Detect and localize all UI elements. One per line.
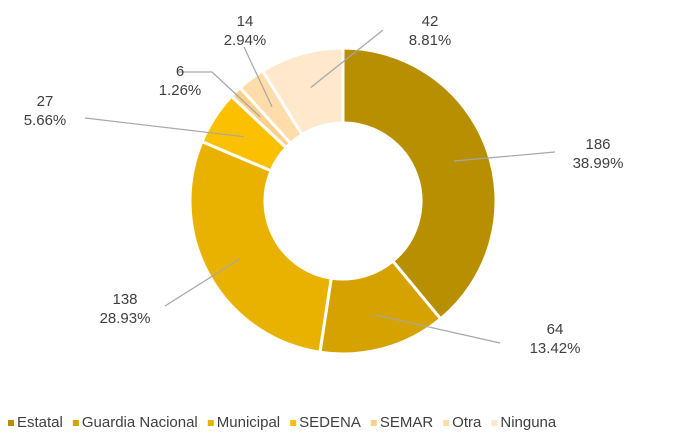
legend-swatch xyxy=(290,420,297,426)
data-label: 6 xyxy=(176,63,184,80)
data-label: 186 xyxy=(585,136,610,153)
leader-line xyxy=(374,314,501,344)
legend-swatch xyxy=(72,420,79,426)
legend-label: SEDENA xyxy=(299,414,361,431)
legend-label: Ninguna xyxy=(500,414,557,431)
percent-label: 8.81% xyxy=(409,32,452,49)
legend-label: Otra xyxy=(452,414,482,431)
leader-line xyxy=(84,117,245,138)
leader-line xyxy=(453,151,556,162)
leader-line xyxy=(178,71,261,118)
slice xyxy=(341,46,498,321)
data-label: 138 xyxy=(112,291,137,308)
legend-swatch xyxy=(443,420,450,426)
legend-swatch xyxy=(207,420,214,426)
legend-swatch xyxy=(8,420,14,426)
legend-label: Estatal xyxy=(17,414,63,431)
percent-label: 13.42% xyxy=(530,340,581,357)
percent-label: 38.99% xyxy=(573,155,624,172)
data-label: 42 xyxy=(422,13,439,30)
data-label: 27 xyxy=(37,93,54,110)
slice xyxy=(188,139,333,354)
leader-line xyxy=(164,258,241,307)
percent-label: 2.94% xyxy=(224,32,267,49)
legend-swatch xyxy=(370,420,377,426)
data-label: 64 xyxy=(547,321,564,338)
data-label: 14 xyxy=(237,13,254,30)
leader-line xyxy=(243,46,273,107)
legend-swatch xyxy=(491,420,498,426)
legend-label: Municipal xyxy=(217,414,280,431)
legend-label: Guardia Nacional xyxy=(82,414,198,431)
legend-label: SEMAR xyxy=(380,414,434,431)
percent-label: 5.66% xyxy=(24,112,67,129)
slice xyxy=(260,46,345,137)
percent-label: 1.26% xyxy=(159,82,202,99)
percent-label: 28.93% xyxy=(100,310,151,327)
leader-line xyxy=(310,29,384,88)
